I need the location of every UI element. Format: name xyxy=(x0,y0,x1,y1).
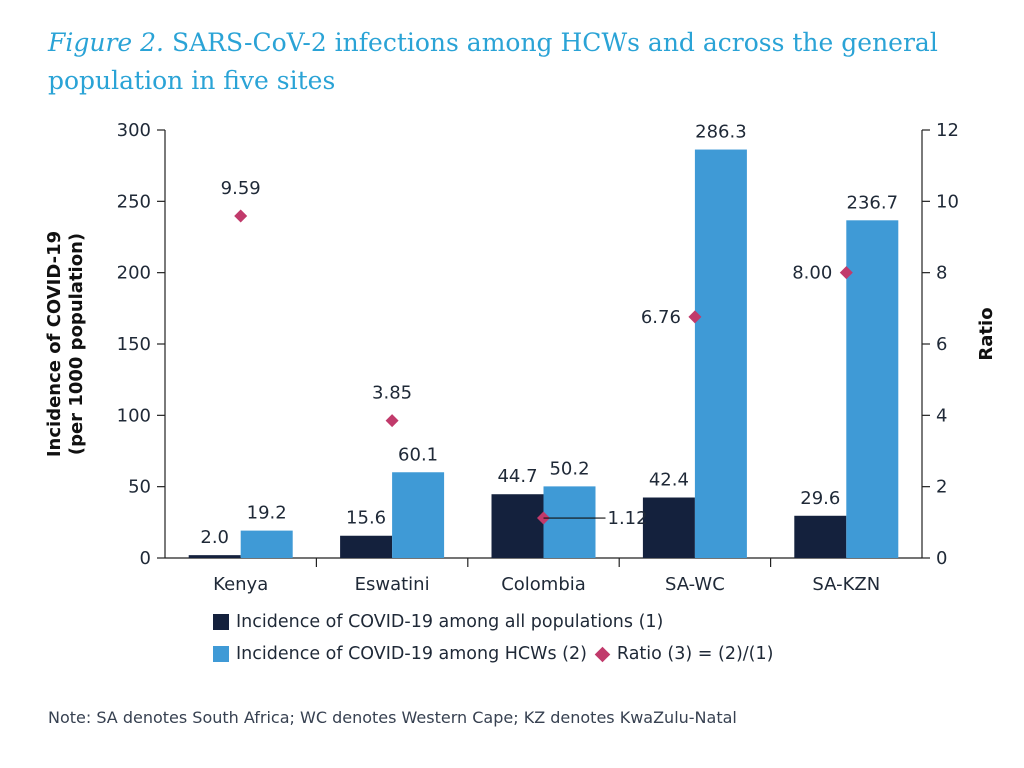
x-tick-label: Kenya xyxy=(213,574,268,595)
legend-label-all-populations: Incidence of COVID-19 among all populati… xyxy=(236,612,664,632)
bar-hcws xyxy=(543,486,596,558)
bar-hcws xyxy=(694,149,747,558)
legend-marker-ratio xyxy=(594,646,611,662)
data-label-all-populations: 2.0 xyxy=(200,527,229,548)
x-tick-label: SA-WC xyxy=(665,574,725,595)
footnote: Note: SA denotes South Africa; WC denote… xyxy=(48,708,737,727)
data-label-all-populations: 44.7 xyxy=(497,466,537,487)
bar-all-populations xyxy=(340,535,393,558)
legend-swatch-hcws xyxy=(213,646,229,662)
left-tick-label: 100 xyxy=(117,405,151,426)
data-label-hcws: 60.1 xyxy=(398,444,438,465)
data-label-all-populations: 42.4 xyxy=(649,470,689,491)
bar-hcws xyxy=(392,472,445,558)
combo-chart: 0 50 100 150 200 250 300 0 2 4 6 8 10 12 Kenya Eswatini… xyxy=(44,120,997,595)
data-label-ratio: 6.76 xyxy=(641,307,681,328)
ratio-marker xyxy=(839,266,853,280)
bar-all-populations xyxy=(794,515,847,558)
left-tick-label: 50 xyxy=(128,477,151,498)
figure-title-text: SARS-CoV-2 infections among HCWs and acr… xyxy=(48,28,938,95)
legend-label-hcws: Incidence of COVID-19 among HCWs (2) xyxy=(236,644,587,664)
left-tick-label: 200 xyxy=(117,263,151,284)
y-axis-title-line: Incidence of COVID-19 xyxy=(44,231,65,457)
right-tick-label: 8 xyxy=(936,263,947,284)
ratio-marker xyxy=(234,209,248,223)
figure-label: Figure 2. xyxy=(48,28,164,57)
left-tick-label: 150 xyxy=(117,334,151,355)
data-label-hcws: 50.2 xyxy=(549,458,589,479)
data-label-ratio: 9.59 xyxy=(221,178,261,199)
right-tick-label: 4 xyxy=(936,405,947,426)
data-label-ratio: 1.12 xyxy=(608,508,648,529)
bar-hcws xyxy=(240,530,293,558)
bar-hcws xyxy=(846,220,899,559)
right-tick-label: 12 xyxy=(936,120,959,141)
bar-all-populations xyxy=(188,555,241,558)
figure-title: Figure 2. SARS-CoV-2 infections among HC… xyxy=(48,24,1008,100)
ratio-marker xyxy=(688,310,702,324)
x-tick-label: Eswatini xyxy=(355,574,430,595)
legend-item-all-populations: Incidence of COVID-19 among all populati… xyxy=(213,612,663,632)
data-label-all-populations: 15.6 xyxy=(346,508,386,529)
legend-label-ratio: Ratio (3) = (2)/(1) xyxy=(616,644,774,664)
data-label-ratio: 3.85 xyxy=(372,383,412,404)
x-tick-label: Colombia xyxy=(501,574,586,595)
data-label-hcws: 286.3 xyxy=(695,122,747,143)
legend-row-2: Incidence of COVID-19 among HCWs (2) Rat… xyxy=(213,644,773,664)
right-tick-label: 0 xyxy=(936,548,947,569)
bar-all-populations xyxy=(491,494,544,558)
right-tick-label: 6 xyxy=(936,334,947,355)
left-tick-label: 250 xyxy=(117,191,151,212)
y-axis-title: Incidence of COVID-19(per 1000 populatio… xyxy=(44,231,87,457)
y2-axis-title: Ratio xyxy=(976,307,997,360)
data-label-hcws: 236.7 xyxy=(847,192,899,213)
left-tick-label: 0 xyxy=(140,548,151,569)
legend-swatch-all-populations xyxy=(213,614,229,630)
data-label-all-populations: 29.6 xyxy=(800,488,840,509)
x-tick-label: SA-KZN xyxy=(812,574,880,595)
data-label-hcws: 19.2 xyxy=(247,503,287,524)
data-label-ratio: 8.00 xyxy=(792,263,832,284)
left-tick-label: 300 xyxy=(117,120,151,141)
right-tick-label: 10 xyxy=(936,191,959,212)
ratio-marker xyxy=(385,414,399,428)
right-tick-label: 2 xyxy=(936,477,947,498)
y-axis-title-line: (per 1000 population) xyxy=(66,233,87,455)
bar-all-populations xyxy=(642,497,695,558)
